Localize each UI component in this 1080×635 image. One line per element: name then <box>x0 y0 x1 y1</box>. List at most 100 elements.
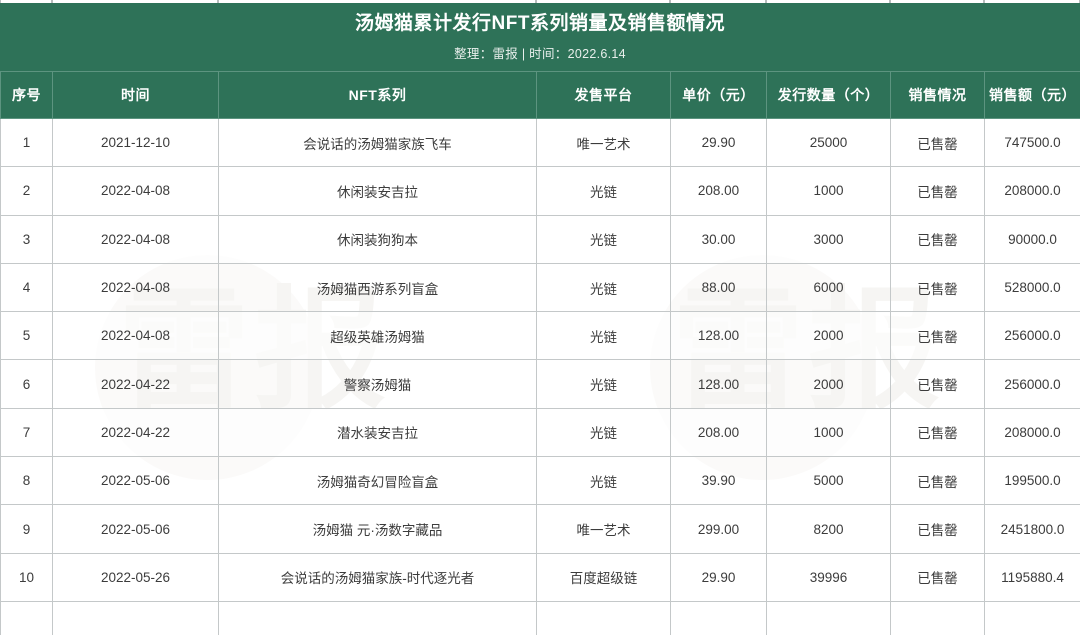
cell-quantity: 1000 <box>766 407 891 458</box>
cell-price: 208.00 <box>670 407 767 458</box>
table-row: 3 2022-04-08 休闲装狗狗本 光链 30.00 3000 已售罄 90… <box>0 214 1080 264</box>
cell-status: 已售罄 <box>890 359 985 409</box>
cell-price: 39.90 <box>670 456 767 506</box>
column-header-series: NFT系列 <box>218 71 537 119</box>
cell-amount: 90000.0 <box>984 214 1080 264</box>
table-row: 8 2022-05-06 汤姆猫奇幻冒险盲盒 光链 39.90 5000 已售罄… <box>0 456 1080 506</box>
cell-amount <box>984 600 1080 635</box>
cell-series: 超级英雄汤姆猫 <box>218 311 537 361</box>
cell-index: 5 <box>0 311 53 361</box>
top-edge-seg <box>890 0 984 3</box>
cell-amount: 2451800.0 <box>984 504 1080 554</box>
cell-index: 1 <box>0 117 53 168</box>
column-header-date: 时间 <box>52 71 219 119</box>
cell-status: 已售罄 <box>890 552 985 602</box>
cell-quantity: 2000 <box>766 359 891 409</box>
nft-sales-table: 序号 时间 NFT系列 发售平台 单价（元） 发行数量（个） 销售情况 销售额（… <box>0 71 1080 635</box>
cell-series: 汤姆猫奇幻冒险盲盒 <box>218 456 537 506</box>
cell-amount: 199500.0 <box>984 456 1080 506</box>
cell-index <box>0 600 53 635</box>
column-header-platform: 发售平台 <box>536 71 671 119</box>
table-row: 4 2022-04-08 汤姆猫西游系列盲盒 光链 88.00 6000 已售罄… <box>0 262 1080 313</box>
cell-index: 3 <box>0 214 53 264</box>
table-row: 7 2022-04-22 潜水装安吉拉 光链 208.00 1000 已售罄 2… <box>0 407 1080 458</box>
table-row: 6 2022-04-22 警察汤姆猫 光链 128.00 2000 已售罄 25… <box>0 359 1080 409</box>
cell-index: 6 <box>0 359 53 409</box>
top-edge-seg <box>766 0 890 3</box>
cell-index: 7 <box>0 407 53 458</box>
cell-amount: 208000.0 <box>984 407 1080 458</box>
table-row: 1 2021-12-10 会说话的汤姆猫家族飞车 唯一艺术 29.90 2500… <box>0 117 1080 168</box>
cell-amount: 747500.0 <box>984 117 1080 168</box>
cell-status: 已售罄 <box>890 504 985 554</box>
cell-series: 休闲装安吉拉 <box>218 166 537 216</box>
table-row: 10 2022-05-26 会说话的汤姆猫家族-时代逐光者 百度超级链 29.9… <box>0 552 1080 602</box>
table-row-empty <box>0 600 1080 635</box>
page-subtitle: 整理：雷报 | 时间：2022.6.14 <box>454 46 626 61</box>
cell-price: 208.00 <box>670 166 767 216</box>
cell-date <box>52 600 219 635</box>
cell-status: 已售罄 <box>890 311 985 361</box>
cell-date: 2022-04-08 <box>52 214 219 264</box>
table-header-row: 序号 时间 NFT系列 发售平台 单价（元） 发行数量（个） 销售情况 销售额（… <box>0 71 1080 119</box>
cell-platform: 百度超级链 <box>536 552 671 602</box>
column-header-index: 序号 <box>0 71 53 119</box>
cell-amount: 528000.0 <box>984 262 1080 313</box>
cell-platform: 唯一艺术 <box>536 117 671 168</box>
cell-date: 2022-05-06 <box>52 504 219 554</box>
cell-price: 29.90 <box>670 552 767 602</box>
table-top-edge <box>0 0 1080 3</box>
cell-quantity: 3000 <box>766 214 891 264</box>
cell-quantity: 5000 <box>766 456 891 506</box>
title-banner: 汤姆猫累计发行NFT系列销量及销售额情况 整理：雷报 | 时间：2022.6.1… <box>0 3 1080 71</box>
cell-platform: 光链 <box>536 166 671 216</box>
cell-series: 潜水装安吉拉 <box>218 407 537 458</box>
top-edge-seg <box>984 0 1080 3</box>
cell-amount: 208000.0 <box>984 166 1080 216</box>
cell-price: 30.00 <box>670 214 767 264</box>
cell-date: 2022-04-08 <box>52 262 219 313</box>
cell-index: 9 <box>0 504 53 554</box>
top-edge-seg <box>670 0 766 3</box>
table-row: 5 2022-04-08 超级英雄汤姆猫 光链 128.00 2000 已售罄 … <box>0 311 1080 361</box>
cell-date: 2022-05-26 <box>52 552 219 602</box>
cell-price: 128.00 <box>670 311 767 361</box>
cell-status: 已售罄 <box>890 407 985 458</box>
cell-platform: 光链 <box>536 359 671 409</box>
table-row: 9 2022-05-06 汤姆猫 元·汤数字藏品 唯一艺术 299.00 820… <box>0 504 1080 554</box>
cell-series: 会说话的汤姆猫家族-时代逐光者 <box>218 552 537 602</box>
cell-amount: 256000.0 <box>984 311 1080 361</box>
cell-platform: 光链 <box>536 456 671 506</box>
cell-price: 29.90 <box>670 117 767 168</box>
cell-series: 休闲装狗狗本 <box>218 214 537 264</box>
cell-status: 已售罄 <box>890 262 985 313</box>
page-title: 汤姆猫累计发行NFT系列销量及销售额情况 <box>355 13 725 35</box>
column-header-amount: 销售额（元） <box>984 71 1080 119</box>
cell-amount: 1195880.4 <box>984 552 1080 602</box>
cell-index: 8 <box>0 456 53 506</box>
cell-platform: 光链 <box>536 311 671 361</box>
table-row: 2 2022-04-08 休闲装安吉拉 光链 208.00 1000 已售罄 2… <box>0 166 1080 216</box>
cell-date: 2022-05-06 <box>52 456 219 506</box>
cell-platform <box>536 600 671 635</box>
cell-platform: 唯一艺术 <box>536 504 671 554</box>
cell-series: 会说话的汤姆猫家族飞车 <box>218 117 537 168</box>
cell-date: 2022-04-22 <box>52 359 219 409</box>
cell-date: 2022-04-08 <box>52 166 219 216</box>
column-header-status: 销售情况 <box>890 71 985 119</box>
cell-status: 已售罄 <box>890 166 985 216</box>
table-header: 序号 时间 NFT系列 发售平台 单价（元） 发行数量（个） 销售情况 销售额（… <box>0 71 1080 119</box>
top-edge-seg <box>52 0 218 3</box>
cell-date: 2022-04-22 <box>52 407 219 458</box>
cell-status: 已售罄 <box>890 456 985 506</box>
cell-quantity: 8200 <box>766 504 891 554</box>
column-header-price: 单价（元） <box>670 71 767 119</box>
cell-status <box>890 600 985 635</box>
cell-status: 已售罄 <box>890 214 985 264</box>
cell-series: 汤姆猫西游系列盲盒 <box>218 262 537 313</box>
cell-quantity: 25000 <box>766 117 891 168</box>
cell-quantity: 1000 <box>766 166 891 216</box>
cell-platform: 光链 <box>536 214 671 264</box>
cell-index: 10 <box>0 552 53 602</box>
